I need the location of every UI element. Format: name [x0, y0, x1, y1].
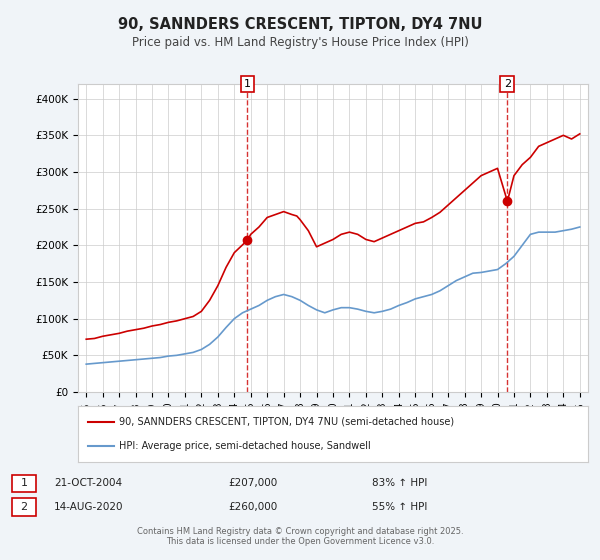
Text: 83% ↑ HPI: 83% ↑ HPI	[372, 478, 427, 488]
Text: 1: 1	[244, 79, 251, 89]
FancyBboxPatch shape	[12, 498, 36, 516]
Text: Contains HM Land Registry data © Crown copyright and database right 2025.
This d: Contains HM Land Registry data © Crown c…	[137, 526, 463, 546]
Text: HPI: Average price, semi-detached house, Sandwell: HPI: Average price, semi-detached house,…	[119, 441, 371, 451]
Text: £260,000: £260,000	[228, 502, 277, 512]
Text: 1: 1	[20, 478, 28, 488]
FancyBboxPatch shape	[12, 475, 36, 492]
Text: 90, SANNDERS CRESCENT, TIPTON, DY4 7NU (semi-detached house): 90, SANNDERS CRESCENT, TIPTON, DY4 7NU (…	[119, 417, 454, 427]
Text: £207,000: £207,000	[228, 478, 277, 488]
Text: 90, SANNDERS CRESCENT, TIPTON, DY4 7NU: 90, SANNDERS CRESCENT, TIPTON, DY4 7NU	[118, 17, 482, 32]
Text: Price paid vs. HM Land Registry's House Price Index (HPI): Price paid vs. HM Land Registry's House …	[131, 36, 469, 49]
Text: 2: 2	[20, 502, 28, 512]
Text: 55% ↑ HPI: 55% ↑ HPI	[372, 502, 427, 512]
Text: 14-AUG-2020: 14-AUG-2020	[54, 502, 124, 512]
Text: 2: 2	[504, 79, 511, 89]
Text: 21-OCT-2004: 21-OCT-2004	[54, 478, 122, 488]
